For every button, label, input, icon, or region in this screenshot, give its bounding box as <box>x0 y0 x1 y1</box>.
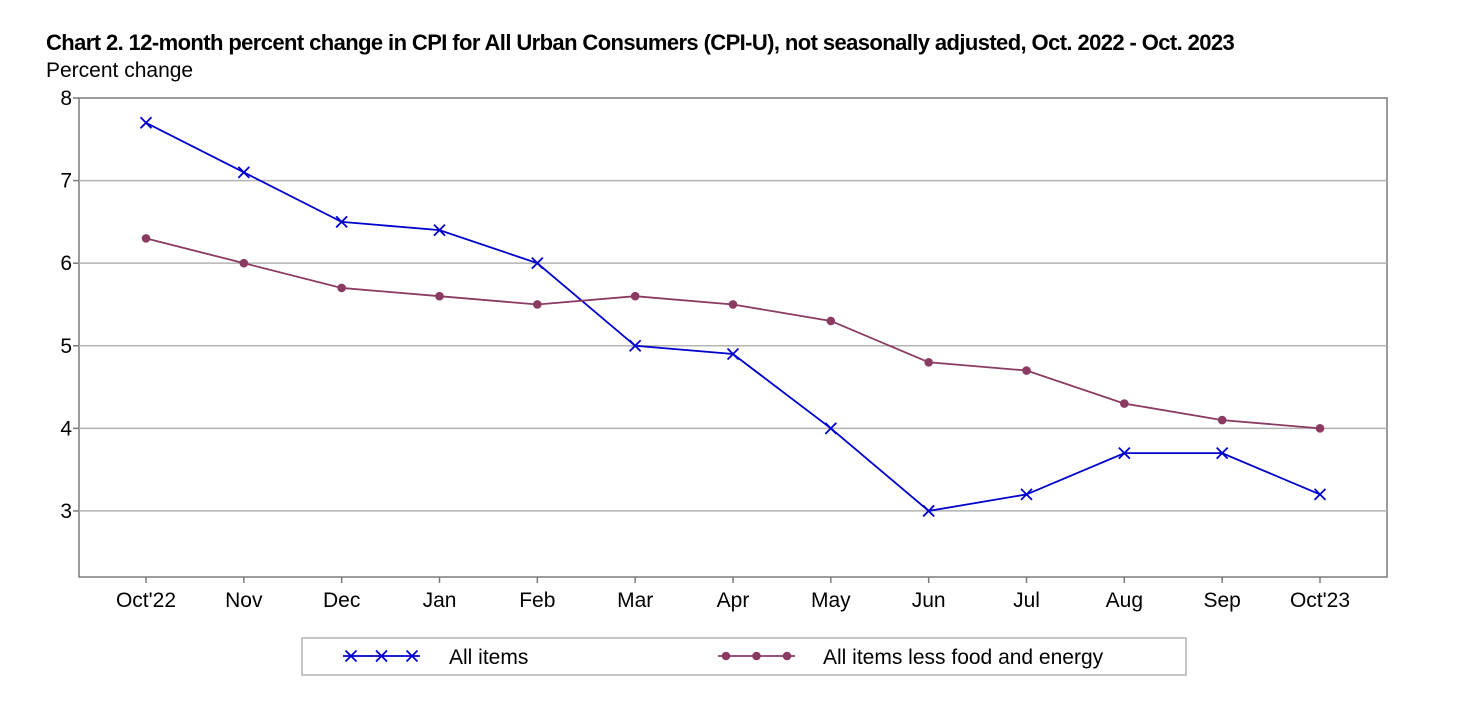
data-point <box>1216 446 1229 460</box>
legend-item: All items <box>343 646 528 669</box>
circle-icon <box>721 651 731 661</box>
data-point <box>433 224 446 237</box>
data-point <box>141 234 151 243</box>
legend-label: All items less food and energy <box>823 646 1104 669</box>
series-less-food-energy <box>141 234 1325 433</box>
x-tick-label: Jul <box>1013 589 1040 612</box>
x-tick-label: Aug <box>1106 589 1143 612</box>
data-point <box>1313 488 1327 501</box>
y-tick-label: 3 <box>60 500 72 523</box>
x-tick-label: Sep <box>1203 589 1240 612</box>
data-point <box>337 283 346 293</box>
y-tick-label: 5 <box>60 335 72 358</box>
chart-title: Chart 2. 12-month percent change in CPI … <box>46 30 1235 55</box>
x-icon <box>375 649 388 663</box>
x-tick-label: Oct'22 <box>116 589 176 612</box>
data-point <box>728 300 738 309</box>
x-tick-label: Jun <box>912 589 946 612</box>
data-point <box>335 215 348 229</box>
data-point <box>922 504 935 518</box>
data-point <box>1118 446 1131 460</box>
data-point <box>139 116 153 129</box>
legend: All items All items less food and energy <box>301 637 1187 676</box>
data-point <box>531 257 544 270</box>
data-point <box>630 291 640 301</box>
data-point <box>1020 488 1033 501</box>
y-tick-label: 4 <box>60 417 72 440</box>
data-point <box>1120 399 1129 408</box>
data-point <box>435 291 444 301</box>
data-point <box>824 422 837 435</box>
x-tick-label: Dec <box>323 589 360 612</box>
x-icon <box>405 649 419 663</box>
data-point <box>924 357 933 367</box>
x-tick-label: Apr <box>717 589 750 612</box>
data-point <box>726 347 740 361</box>
series-all-items <box>139 116 1327 518</box>
plot-area <box>78 97 1388 578</box>
circle-icon <box>782 651 792 661</box>
data-point <box>533 300 542 309</box>
data-point <box>237 166 250 179</box>
legend-label: All items <box>449 646 528 669</box>
x-tick-label: Nov <box>225 589 263 612</box>
data-point <box>1217 415 1227 425</box>
data-point <box>826 316 836 326</box>
legend-item: All items less food and energy <box>718 646 1104 669</box>
y-tick-label: 6 <box>60 252 72 275</box>
data-point <box>1022 366 1031 375</box>
x-tick-label: May <box>811 589 851 612</box>
y-tick-label: 7 <box>60 170 72 193</box>
x-tick-label: Mar <box>617 589 653 612</box>
data-point <box>1315 424 1325 433</box>
data-point <box>239 258 249 268</box>
y-axis-title: Percent change <box>46 59 194 82</box>
x-tick-label: Jan <box>423 589 457 612</box>
circle-icon <box>752 651 761 661</box>
y-tick-label: 8 <box>60 87 72 110</box>
data-point <box>629 339 642 352</box>
x-tick-label: Oct'23 <box>1290 589 1350 612</box>
x-tick-label: Feb <box>519 589 555 612</box>
x-icon <box>344 649 358 663</box>
